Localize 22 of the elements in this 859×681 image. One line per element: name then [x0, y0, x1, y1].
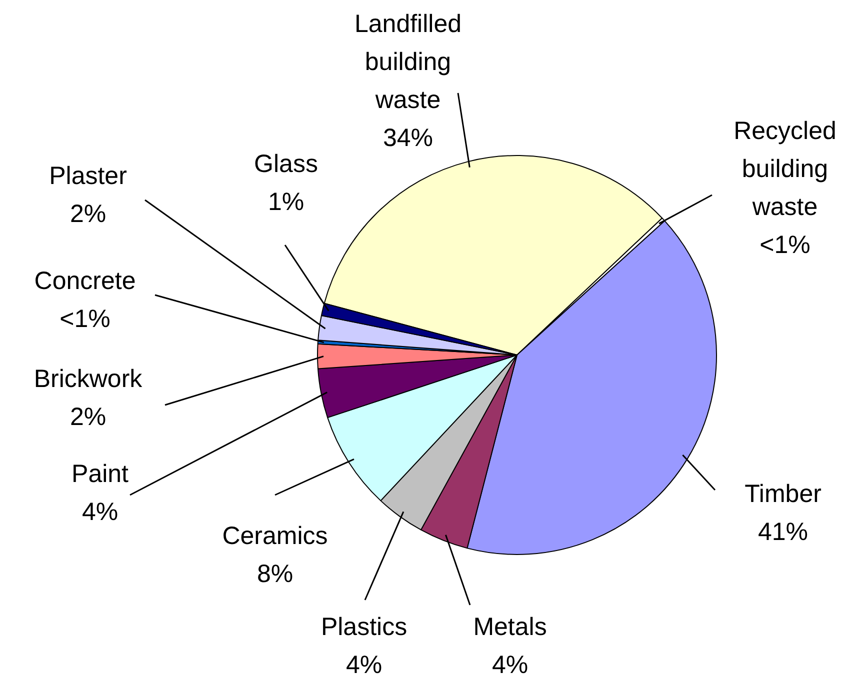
slice-label: Concrete — [34, 266, 136, 295]
slice-label: Recycled building waste — [734, 116, 836, 221]
slice-label: Metals — [473, 612, 547, 641]
data-label: 1% — [268, 188, 304, 216]
slice-label: Timber — [744, 480, 822, 508]
slice-label: Glass — [254, 150, 318, 178]
data-label: 41% — [758, 518, 808, 546]
data-label: <1% — [760, 230, 810, 259]
slice-label: Brickwork — [34, 364, 143, 393]
slice-label: Plaster — [49, 162, 127, 190]
slice-label: Ceramics — [222, 522, 328, 550]
data-label: 4% — [492, 650, 528, 679]
data-label: 4% — [82, 498, 118, 526]
slice-label: Landfilled building waste — [354, 10, 462, 114]
data-label: 4% — [346, 650, 382, 679]
data-label: 2% — [70, 402, 106, 431]
slice-label: Plastics — [320, 612, 408, 641]
data-label: 8% — [256, 560, 294, 588]
data-label: <1% — [60, 304, 110, 333]
data-label: 34% — [382, 124, 434, 152]
slice-label: Paint — [72, 460, 129, 488]
data-label: 2% — [70, 200, 106, 228]
